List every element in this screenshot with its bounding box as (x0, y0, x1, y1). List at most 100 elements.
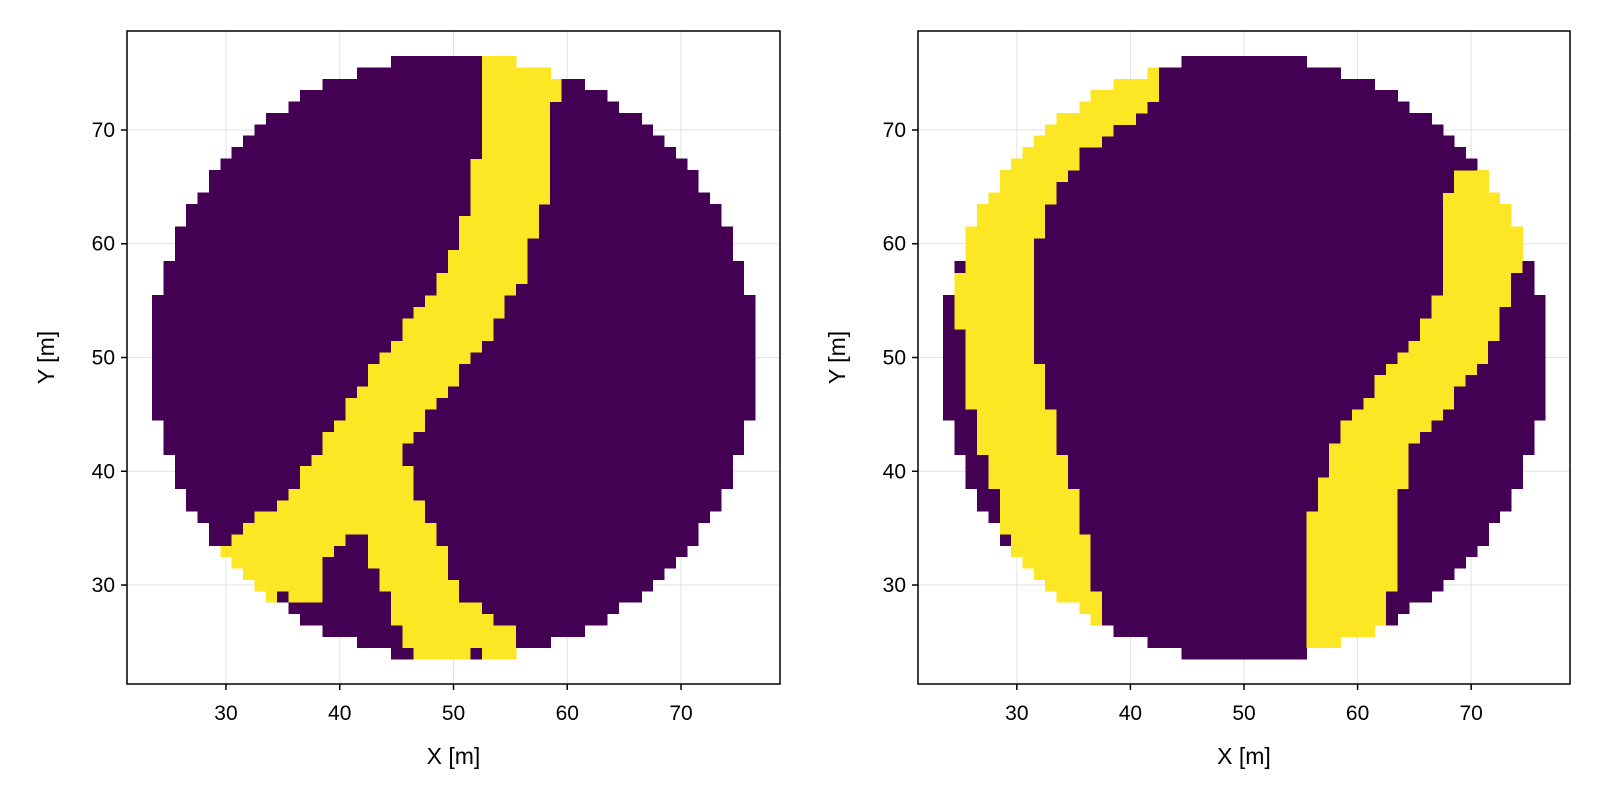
cell-background (641, 522, 654, 535)
cell-channel (527, 67, 540, 80)
cell-background (1249, 78, 1262, 91)
cell-background (1420, 465, 1433, 478)
cell-background (334, 294, 347, 307)
cell-channel (538, 124, 551, 137)
cell-channel (1363, 590, 1376, 603)
cell-background (1226, 340, 1239, 353)
cell-background (709, 488, 722, 501)
cell-background (652, 522, 665, 535)
cell-channel (1317, 567, 1330, 580)
cell-background (1442, 545, 1455, 558)
cell-background (322, 613, 335, 626)
cell-background (618, 226, 631, 239)
cell-background (470, 454, 483, 467)
cell-channel (436, 374, 449, 387)
cell-channel (1340, 488, 1353, 501)
cell-background (1385, 124, 1398, 137)
cell-background (436, 90, 449, 103)
cell-background (1363, 101, 1376, 114)
cell-background (368, 260, 381, 273)
cell-background (1124, 238, 1137, 251)
cell-background (1272, 385, 1285, 398)
cell-background (1215, 533, 1228, 546)
cell-channel (390, 567, 403, 580)
cell-background (436, 158, 449, 171)
cell-background (607, 147, 620, 160)
cell-channel (481, 112, 494, 125)
cell-background (1192, 647, 1205, 660)
cell-background (550, 260, 563, 273)
cell-background (1295, 602, 1308, 615)
cell-channel (1033, 431, 1046, 444)
cell-background (698, 192, 711, 205)
cell-background (709, 420, 722, 433)
cell-channel (459, 294, 472, 307)
cell-background (584, 545, 597, 558)
cell-background (1056, 442, 1069, 455)
cell-channel (1011, 169, 1024, 182)
cell-background (1215, 420, 1228, 433)
cell-background (1158, 522, 1171, 535)
cell-background (1306, 351, 1319, 364)
cell-channel (516, 124, 529, 137)
cell-background (595, 112, 608, 125)
cell-background (595, 317, 608, 330)
cell-channel (1340, 624, 1353, 637)
cell-background (1158, 488, 1171, 501)
x-tick-label: 40 (1119, 702, 1142, 725)
cell-background (208, 522, 221, 535)
cell-channel (977, 260, 990, 273)
cell-background (1283, 101, 1296, 114)
cell-background (402, 203, 415, 216)
cell-channel (1351, 511, 1364, 524)
cell-background (1215, 317, 1228, 330)
cell-background (311, 329, 324, 342)
cell-channel (481, 283, 494, 296)
cell-background (1226, 420, 1239, 433)
cell-background (1124, 226, 1137, 239)
cell-background (425, 499, 438, 512)
cell-background (607, 203, 620, 216)
cell-background (1408, 545, 1421, 558)
cell-background (1204, 420, 1217, 433)
cell-channel (322, 431, 335, 444)
cell-background (459, 374, 472, 387)
cell-background (1329, 226, 1342, 239)
cell-background (1397, 158, 1410, 171)
cell-background (709, 442, 722, 455)
cell-background (356, 169, 369, 182)
cell-background (1158, 306, 1171, 319)
cell-background (1124, 533, 1137, 546)
cell-background (629, 465, 642, 478)
cell-background (1488, 454, 1501, 467)
cell-background (516, 476, 529, 489)
cell-channel (299, 476, 312, 489)
cell-background (254, 408, 267, 421)
cell-channel (334, 465, 347, 478)
cell-background (379, 215, 392, 228)
cell-channel (288, 545, 301, 558)
cell-background (1408, 203, 1421, 216)
cell-background (208, 306, 221, 319)
cell-background (1295, 465, 1308, 478)
cell-background (1147, 374, 1160, 387)
cell-background (652, 374, 665, 387)
cell-background (1136, 533, 1149, 546)
cell-background (1170, 624, 1183, 637)
cell-background (663, 499, 676, 512)
cell-background (1340, 238, 1353, 251)
cell-channel (1079, 124, 1092, 137)
cell-channel (1022, 226, 1035, 239)
cell-channel (1454, 294, 1467, 307)
cell-background (538, 397, 551, 410)
cell-background (584, 101, 597, 114)
cell-background (1067, 454, 1080, 467)
cell-background (572, 397, 585, 410)
cell-background (1476, 374, 1489, 387)
cell-channel (345, 499, 358, 512)
cell-background (1510, 385, 1523, 398)
cell-background (186, 465, 199, 478)
cell-background (1226, 545, 1239, 558)
cell-channel (527, 78, 540, 91)
cell-background (1295, 385, 1308, 398)
